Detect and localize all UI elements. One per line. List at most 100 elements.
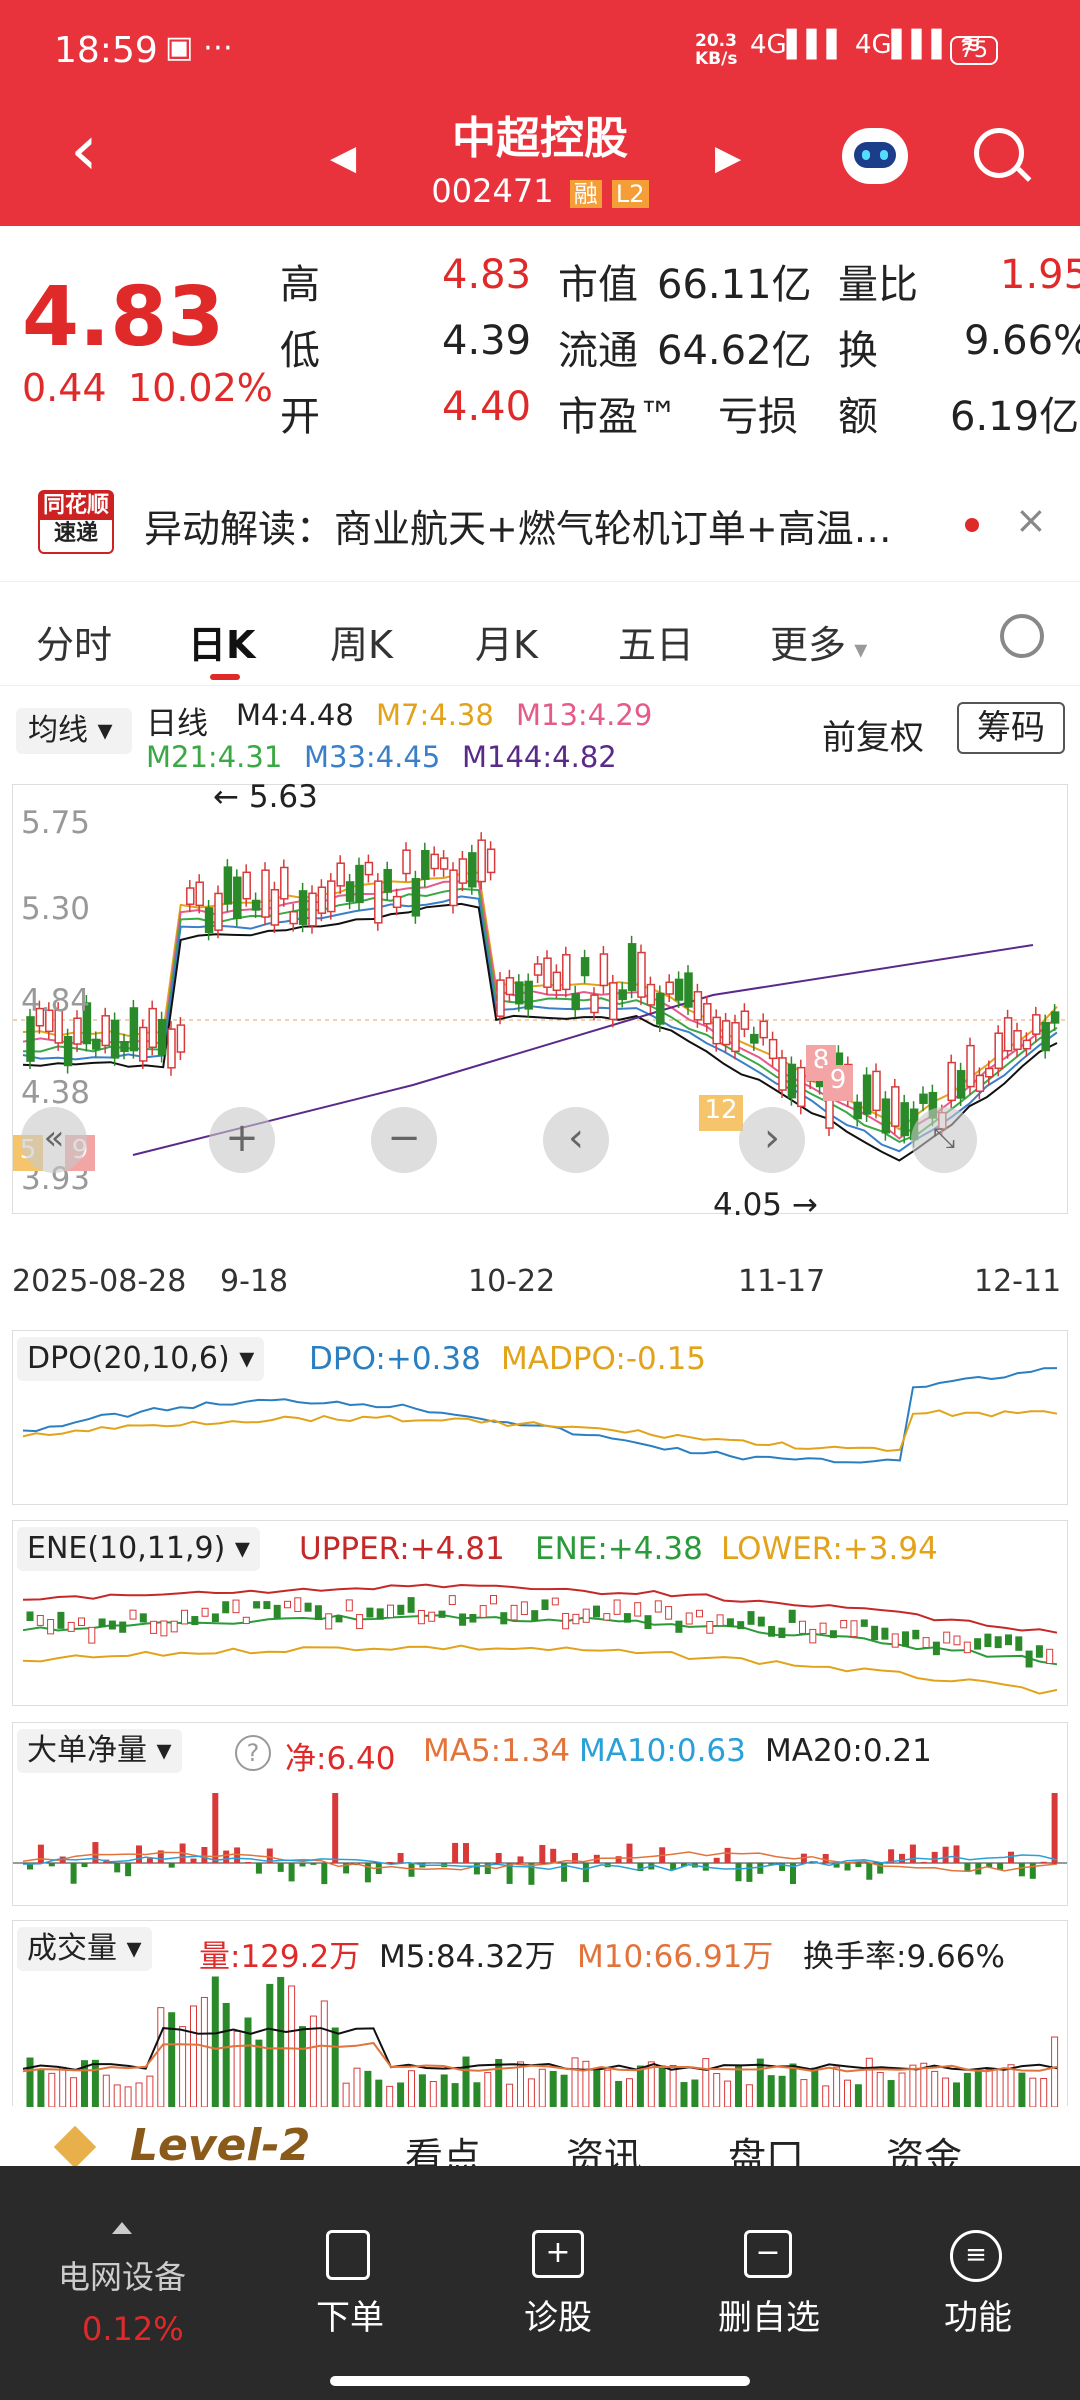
volume-bar xyxy=(647,2061,655,2107)
large-order-bar xyxy=(321,1863,328,1885)
next-stock-button[interactable]: ▶ xyxy=(715,138,742,178)
scroll-left-button[interactable]: ‹ xyxy=(543,1107,609,1173)
kline-candle xyxy=(712,1016,721,1045)
large-order-bar xyxy=(234,1847,241,1863)
value-open: 4.40 xyxy=(442,384,532,430)
ene-candle xyxy=(78,1617,85,1626)
zoom-out-button[interactable]: − xyxy=(371,1107,437,1173)
tab-more[interactable]: 更多 ▾ xyxy=(770,623,868,667)
ene-candle xyxy=(211,1613,219,1622)
volume-bar xyxy=(833,2066,841,2107)
volume-bar xyxy=(636,2065,644,2107)
volume-bar xyxy=(200,1996,208,2107)
kline-candle xyxy=(477,839,486,883)
ene-dropdown[interactable]: ENE(10,11,9) ▾ xyxy=(17,1527,260,1571)
volume-bar xyxy=(724,2080,732,2107)
large-order-bar xyxy=(266,1848,273,1863)
kline-chart-box[interactable]: 5.75 5.30 4.84 4.38 3.93 ← 5.63 4.05 → 5… xyxy=(12,779,1068,1223)
y-tick-5-75: 5.75 xyxy=(21,805,91,841)
remove-watchlist-icon[interactable]: − xyxy=(744,2230,792,2278)
large-order-dropdown[interactable]: 大单净量 ▾ xyxy=(17,1729,182,1773)
news-ticker[interactable]: 同花顺 速递 异动解读：商业航天+燃气轮机订单+高温… × xyxy=(0,462,1080,582)
kline-candle xyxy=(101,1015,110,1047)
value-turnover: 9.66% xyxy=(964,318,1080,364)
kline-ma144-line xyxy=(132,944,1034,1156)
x-tick-1211: 12-11 xyxy=(974,1264,1062,1299)
large-order-bar xyxy=(81,1863,88,1868)
kline-candle xyxy=(590,994,599,1014)
remove-watchlist-button[interactable]: 删自选 xyxy=(718,2298,820,2338)
large-order-bar xyxy=(637,1863,644,1872)
volume-bar xyxy=(37,2069,45,2107)
help-icon[interactable]: ? xyxy=(235,1735,271,1771)
kline-candle xyxy=(157,1018,167,1056)
sector-name[interactable]: 电网设备 xyxy=(58,2258,187,2296)
prev-stock-button[interactable]: ◀ xyxy=(330,138,357,178)
dpo-dropdown[interactable]: DPO(20,10,6) ▾ xyxy=(17,1337,265,1381)
order-button[interactable]: 下单 xyxy=(316,2298,384,2338)
ene-candle xyxy=(67,1621,75,1632)
kline-candle xyxy=(1022,1039,1032,1050)
tab-daily-k[interactable]: 日K xyxy=(188,623,256,667)
volume-bar xyxy=(168,2012,176,2107)
ene-candle xyxy=(88,1626,96,1644)
kline-candle xyxy=(496,979,505,1017)
tab-monthly-k[interactable]: 月K xyxy=(475,623,538,667)
bottom-toolbar: 电网设备 0.12% 下单 + 诊股 − 删自选 ≡ 功能 xyxy=(0,2166,1080,2400)
large-order-panel: 大单净量 ▾ ? 净:6.40 MA5:1.34 MA10:0.63 MA20:… xyxy=(12,1722,1068,1906)
ene-candle xyxy=(335,1615,343,1623)
stock-name: 中超控股 xyxy=(452,113,628,164)
kline-candle xyxy=(242,871,251,900)
large-order-bar xyxy=(288,1863,295,1882)
back-button[interactable]: ‹ xyxy=(70,109,98,191)
order-icon[interactable] xyxy=(326,2230,370,2280)
large-order-bar xyxy=(866,1863,873,1880)
zoom-in-button[interactable]: + xyxy=(209,1107,275,1173)
chip-button[interactable]: 筹码 xyxy=(957,702,1065,754)
robot-assistant-icon[interactable] xyxy=(842,128,908,184)
volume-bar xyxy=(157,2007,165,2107)
large-order-bar xyxy=(408,1863,415,1877)
ene-candle xyxy=(1035,1645,1043,1658)
tab-five-day[interactable]: 五日 xyxy=(618,623,695,667)
menu-icon[interactable]: ≡ xyxy=(950,2230,1002,2282)
high-marker: ← 5.63 xyxy=(213,779,318,815)
tab-weekly-k[interactable]: 周K xyxy=(330,623,393,667)
ene-candle xyxy=(263,1601,271,1610)
ma-dropdown[interactable]: 均线 ▾ xyxy=(16,708,132,754)
kline-candle xyxy=(543,957,552,988)
adjust-mode[interactable]: 前复权 xyxy=(822,718,924,758)
ene-candle xyxy=(417,1609,425,1625)
volume-bar xyxy=(669,2065,677,2107)
tab-intraday[interactable]: 分时 xyxy=(36,623,113,667)
ene-candle xyxy=(325,1613,333,1630)
settings-icon[interactable] xyxy=(1000,614,1044,658)
kline-candle xyxy=(45,1009,54,1033)
diagnose-button[interactable]: 诊股 xyxy=(524,2298,592,2338)
turnover-rate-text: 换手率:9.66% xyxy=(803,1939,1005,1975)
label-float-cap: 流通 xyxy=(558,328,638,374)
large-order-bar xyxy=(332,1793,339,1863)
large-order-bar xyxy=(757,1863,764,1874)
scroll-right-button[interactable]: › xyxy=(739,1107,805,1173)
volume-bar xyxy=(451,2083,459,2107)
volume-bar xyxy=(538,2068,546,2107)
function-button[interactable]: 功能 xyxy=(944,2298,1012,2338)
kline-candle xyxy=(768,1038,778,1060)
large-order-bar xyxy=(670,1863,677,1870)
diagnose-icon[interactable]: + xyxy=(532,2230,584,2278)
kline-candle xyxy=(684,972,693,1008)
search-icon[interactable] xyxy=(974,128,1024,178)
fullscreen-button[interactable]: ⤡ xyxy=(911,1107,977,1173)
close-icon[interactable]: × xyxy=(1015,498,1047,542)
volume-dropdown[interactable]: 成交量 ▾ xyxy=(17,1927,152,1971)
large-order-bar xyxy=(364,1863,371,1883)
level2-brand[interactable]: Level-2 xyxy=(130,2120,311,2171)
ene-candle xyxy=(737,1621,745,1630)
ene-candle xyxy=(551,1597,559,1606)
scroll-left-fast-button[interactable]: « xyxy=(21,1107,87,1173)
kline-candle xyxy=(129,1007,139,1052)
large-order-bar xyxy=(855,1863,862,1868)
ma-m21: M21:4.31 xyxy=(146,740,283,774)
large-order-bar xyxy=(484,1863,491,1874)
